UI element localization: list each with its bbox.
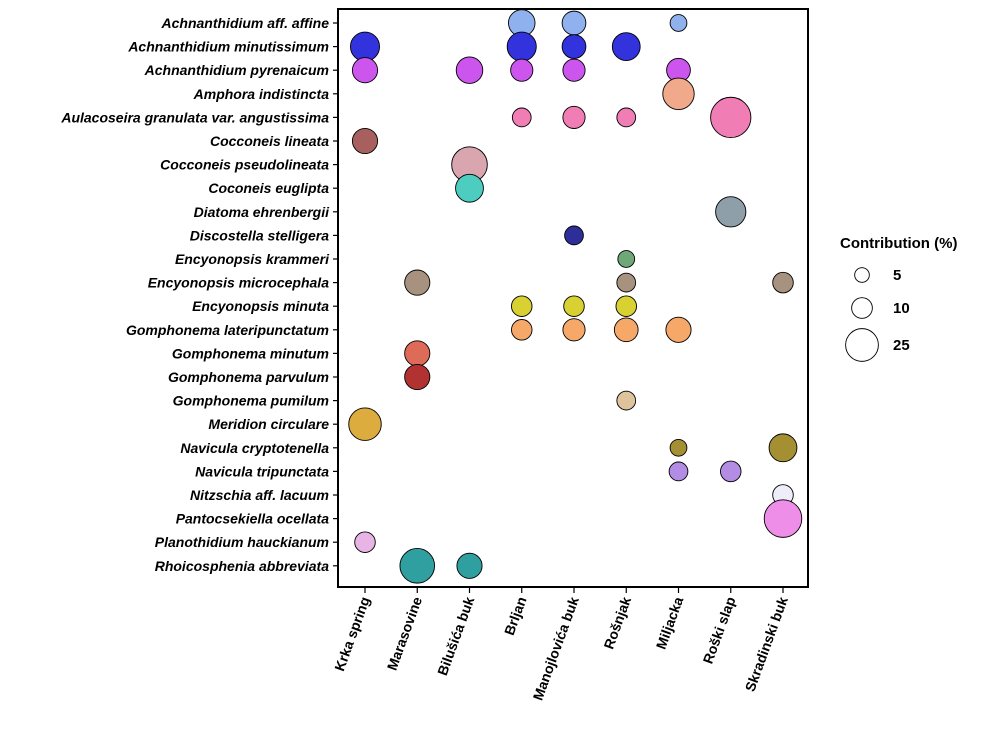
bubble-point: [611, 32, 641, 61]
y-tick-label: Meridion circulare: [208, 416, 329, 432]
x-tick-label: Rošnjak: [600, 594, 634, 651]
bubble-point: [616, 272, 637, 293]
bubble-layer: [348, 9, 803, 584]
y-tick-label: Diatoma ehrenbergii: [194, 204, 330, 220]
bubble-point: [350, 31, 380, 62]
y-tick-label: Nitzschia aff. lacuum: [190, 487, 329, 503]
y-tick-label: Encyonopsis microcephala: [148, 275, 329, 291]
bubble-point: [561, 34, 587, 59]
x-tick-label: Krka spring: [331, 595, 373, 674]
bubble-point: [506, 31, 537, 62]
bubble-point: [710, 96, 752, 138]
bubble-point: [404, 340, 431, 367]
legend-size-circle: [851, 297, 873, 319]
bubble-point: [615, 295, 637, 317]
bubble-point: [562, 318, 586, 342]
y-axis: Achnanthidium aff. affine Achnanthidium m…: [60, 15, 338, 574]
legend-label: 25: [893, 337, 910, 354]
legend-label: 10: [893, 300, 910, 317]
plot-frame: [337, 8, 809, 588]
y-tick-label: Rhoicosphenia abbreviata: [155, 558, 329, 574]
x-tick-label: Miljacka: [653, 594, 687, 651]
y-tick-label: Discostella stelligera: [190, 227, 330, 243]
legend-size-circle: [845, 328, 879, 362]
legend: Contribution (%) 5 10 25: [840, 235, 957, 362]
bubble-point: [616, 107, 637, 128]
bubble-point: [720, 460, 742, 483]
x-axis: Krka spring Marasovine Bilušića buk Brljan M…: [331, 587, 791, 702]
bubble-point: [351, 57, 379, 84]
y-tick-label: Navicula cryptotenella: [180, 440, 329, 456]
x-tick-label: Skradinski buk: [742, 594, 791, 693]
bubble-point: [562, 105, 586, 129]
y-tick-label: Achnanthidium minutissimum: [127, 39, 329, 55]
legend-label: 5: [893, 267, 901, 284]
bubble-point: [455, 173, 484, 203]
bubble-point: [511, 107, 532, 128]
y-tick-label: Encyonopsis krammeri: [175, 251, 330, 267]
bubble-point: [665, 316, 692, 343]
bubble-point: [613, 317, 639, 343]
y-tick-label: Encyonopsis minuta: [192, 298, 329, 314]
bubble-point: [768, 433, 798, 463]
y-tick-label: Cocconeis lineata: [210, 133, 329, 149]
x-tick-label: Brljan: [501, 595, 530, 638]
x-tick-label: Roški slap: [700, 595, 739, 666]
bubble-point: [511, 319, 533, 341]
bubble-point: [399, 548, 436, 584]
y-tick-label: Pantocsekiella ocellata: [176, 511, 330, 527]
y-tick-label: Planothidium hauckianum: [155, 534, 329, 550]
legend-size-circle: [854, 267, 870, 283]
y-tick-label: Gomphonema pumilum: [173, 393, 329, 409]
bubble-point: [616, 390, 637, 411]
legend-entries: 5 10 25: [845, 267, 910, 362]
bubble-point: [561, 10, 587, 36]
y-tick-label: Coconeis euglipta: [208, 180, 329, 196]
bubble-point: [668, 461, 689, 482]
bubble-point: [617, 250, 636, 268]
y-tick-label: Aulacoseira granulata var. angustissima: [60, 109, 329, 125]
bubble-point: [763, 499, 803, 538]
y-tick-label: Cocconeis pseudolineata: [160, 157, 329, 173]
y-tick-label: Achnanthidium pyrenaicum: [144, 62, 329, 78]
bubble-point: [456, 552, 483, 579]
x-tick-label: Bilušića buk: [434, 594, 477, 677]
y-tick-label: Gomphonema parvulum: [168, 369, 329, 385]
x-tick-label: Marasovine: [384, 594, 425, 672]
bubble-point: [564, 225, 584, 246]
bubble-point: [348, 407, 382, 441]
bubble-point: [715, 196, 747, 228]
y-tick-label: Gomphonema minutum: [172, 345, 329, 361]
bubble-point: [563, 295, 585, 317]
bubble-point: [772, 271, 794, 294]
bubble-point: [404, 363, 431, 391]
bubble-point: [510, 58, 534, 82]
x-tick-label: Manojlovića buk: [530, 594, 582, 702]
y-tick-label: Achnanthidium aff. affine: [161, 15, 330, 31]
bubble-point: [351, 127, 379, 155]
legend-title: Contribution (%): [840, 235, 957, 252]
bubble-point: [511, 295, 533, 317]
y-tick-label: Navicula tripunctata: [195, 463, 329, 479]
bubble-point: [562, 58, 586, 82]
bubble-point: [669, 438, 688, 457]
bubble-point: [455, 56, 484, 84]
bubble-point: [669, 14, 688, 32]
bubble-point: [404, 269, 431, 296]
bubble-point: [662, 77, 695, 110]
y-tick-label: Amphora indistincta: [193, 86, 330, 102]
y-tick-label: Gomphonema lateripunctatum: [126, 322, 329, 338]
bubble-point: [354, 531, 376, 553]
